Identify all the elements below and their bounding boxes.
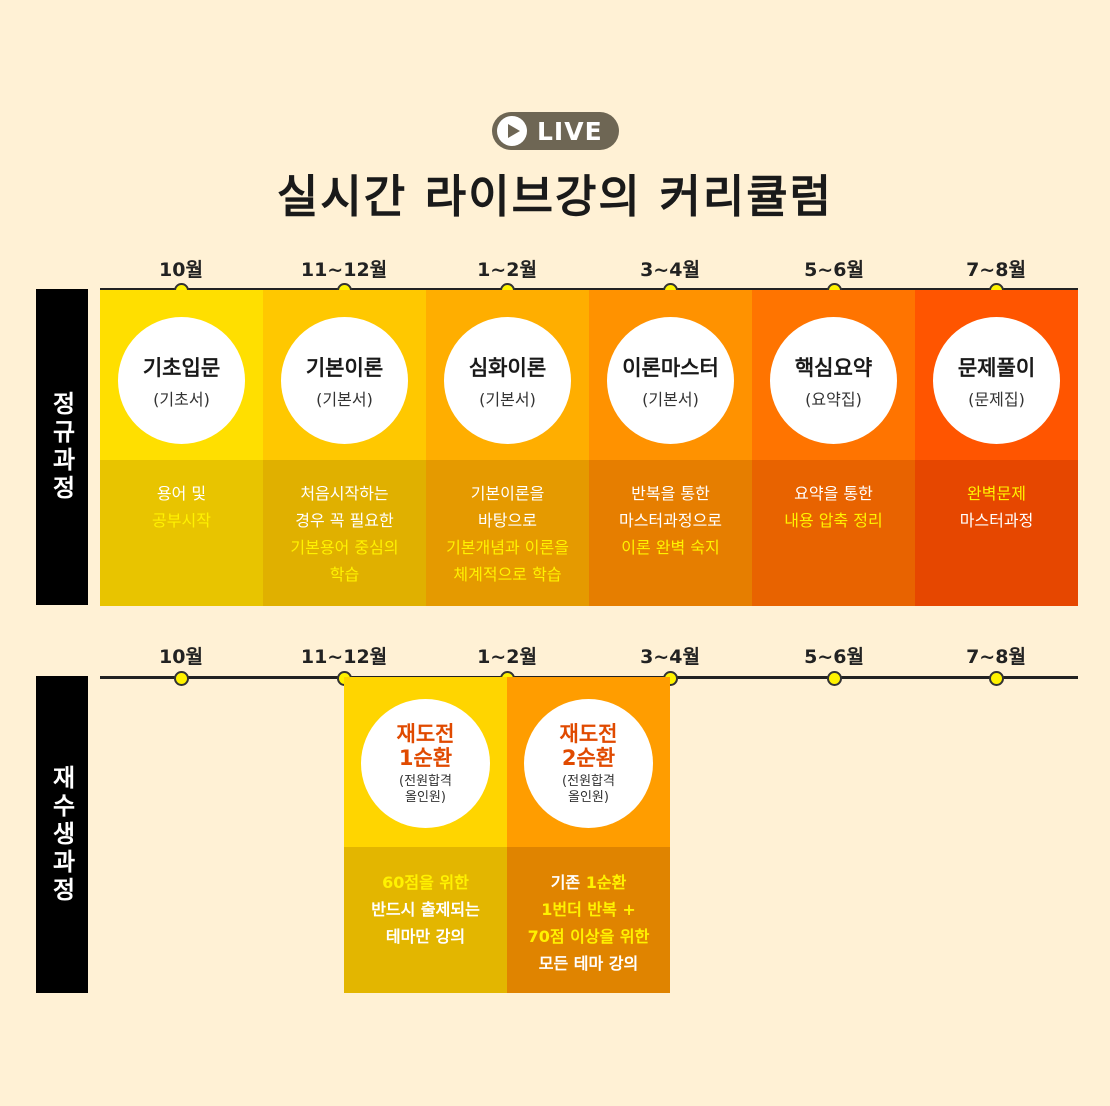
stage-book: (기본서) (479, 389, 536, 409)
timeline-line-regular (100, 288, 1078, 291)
stage-circle: 재도전 1순환 (전원합격 올인원) (361, 699, 490, 828)
desc-text: 1번더 반복 + (541, 900, 636, 919)
desc-text: 반복을 통한 (631, 484, 710, 503)
desc-text: 기존 (550, 873, 586, 892)
month-label: 10월 (159, 259, 203, 281)
stage-book: (전원합격 올인원) (562, 773, 615, 805)
desc-text: 이론 완벽 숙지 (621, 538, 720, 557)
stage-circle: 재도전 2순환 (전원합격 올인원) (524, 699, 653, 828)
month-label: 5~6월 (804, 646, 864, 668)
desc-text: 학습 (329, 565, 360, 584)
month-label: 10월 (159, 646, 203, 668)
stage-book: (기초서) (153, 389, 210, 409)
stage-circle: 이론마스터 (기본서) (607, 317, 734, 444)
desc-text: 완벽문제 (967, 484, 1026, 503)
stage-book: (기본서) (316, 389, 373, 409)
stage-top: 기초입문 (기초서) (100, 290, 263, 460)
desc-text: 요약을 통한 (794, 484, 873, 503)
stage-circle: 핵심요약 (요약집) (770, 317, 897, 444)
stage-name: 문제풀이 (957, 355, 1036, 380)
desc-text: 기본개념과 이론을 (446, 538, 569, 557)
stage-circle: 기본이론 (기본서) (281, 317, 408, 444)
desc-text: 용어 및 (156, 484, 207, 503)
desc-text: 기본용어 중심의 (290, 538, 399, 557)
stage-name: 핵심요약 (794, 355, 873, 380)
page-title: 실시간 라이브강의 커리큘럼 (276, 170, 834, 223)
desc-text: 1순환 (585, 873, 627, 892)
month-label: 1~2월 (477, 646, 537, 668)
desc-text: 내용 압축 정리 (784, 511, 883, 530)
stage-book: (요약집) (805, 389, 862, 409)
desc-text: 바탕으로 (478, 511, 537, 530)
stage-name: 이론마스터 (622, 355, 719, 380)
month-label: 5~6월 (804, 259, 864, 281)
month-label: 7~8월 (966, 646, 1026, 668)
month-label: 7~8월 (966, 259, 1026, 281)
desc-text: 기본이론을 (470, 484, 545, 503)
stage-top: 이론마스터 (기본서) (589, 290, 752, 460)
month-label: 3~4월 (640, 646, 700, 668)
desc-text: 처음시작하는 (300, 484, 389, 503)
live-badge: LIVE (492, 112, 619, 150)
stage-name: 재도전 1순환 (396, 721, 455, 770)
stage-top: 문제풀이 (문제집) (915, 290, 1078, 460)
side-label-regular: 정규과정 (36, 289, 88, 605)
desc-text: 70점 이상을 위한 (527, 927, 650, 946)
stage-name: 심화이론 (468, 355, 547, 380)
stage-circle: 기초입문 (기초서) (118, 317, 245, 444)
stage-circle: 심화이론 (기본서) (444, 317, 571, 444)
stage-top: 기본이론 (기본서) (263, 290, 426, 460)
desc-text: 체계적으로 학습 (453, 565, 562, 584)
play-icon (497, 116, 527, 146)
desc-text: 모든 테마 강의 (538, 954, 639, 973)
month-label: 3~4월 (640, 259, 700, 281)
stage-circle: 문제풀이 (문제집) (933, 317, 1060, 444)
desc-text: 마스터과정 (959, 511, 1034, 530)
stage-name: 기본이론 (305, 355, 384, 380)
side-label-repeat: 재수생과정 (36, 676, 88, 993)
timeline-dot (174, 671, 189, 686)
month-label: 11~12월 (300, 259, 388, 281)
stage-top: 재도전 1순환 (전원합격 올인원) (344, 677, 507, 847)
desc-text: 공부시작 (152, 511, 211, 530)
desc-text: 60점을 위한 (382, 873, 469, 892)
stage-top: 심화이론 (기본서) (426, 290, 589, 460)
month-label: 1~2월 (477, 259, 537, 281)
live-label: LIVE (537, 116, 603, 146)
desc-text: 경우 꼭 필요한 (295, 511, 394, 530)
stage-book: (전원합격 올인원) (399, 773, 452, 805)
timeline-dot (827, 671, 842, 686)
stage-top: 핵심요약 (요약집) (752, 290, 915, 460)
stage-top: 재도전 2순환 (전원합격 올인원) (507, 677, 670, 847)
month-label: 11~12월 (300, 646, 388, 668)
stage-name: 재도전 2순환 (559, 721, 618, 770)
stage-book: (기본서) (642, 389, 699, 409)
desc-text: 테마만 강의 (385, 927, 466, 946)
stage-name: 기초입문 (142, 355, 221, 380)
timeline-dot (989, 671, 1004, 686)
stage-book: (문제집) (968, 389, 1025, 409)
desc-text: 반드시 출제되는 (371, 900, 480, 919)
desc-text: 마스터과정으로 (618, 511, 723, 530)
